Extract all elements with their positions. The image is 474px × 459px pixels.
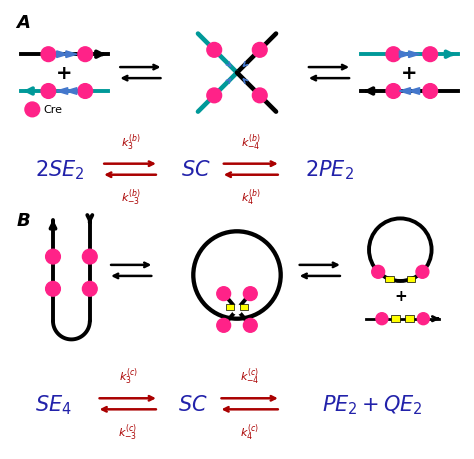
- Text: $PE_2+QE_2$: $PE_2+QE_2$: [322, 392, 423, 416]
- Circle shape: [253, 44, 267, 58]
- Circle shape: [25, 103, 40, 118]
- Polygon shape: [57, 89, 68, 95]
- Text: B: B: [16, 211, 30, 229]
- Circle shape: [244, 319, 257, 332]
- Polygon shape: [240, 304, 248, 311]
- Circle shape: [78, 84, 92, 99]
- Text: +: +: [394, 289, 407, 303]
- Circle shape: [46, 282, 60, 297]
- Circle shape: [217, 319, 230, 332]
- Text: A: A: [16, 14, 30, 32]
- Text: $SE_4$: $SE_4$: [35, 392, 72, 416]
- Circle shape: [46, 250, 60, 264]
- Text: +: +: [56, 64, 73, 83]
- Text: $2PE_2$: $2PE_2$: [304, 158, 354, 182]
- Circle shape: [41, 48, 56, 62]
- Text: $k_3^{(c)}$: $k_3^{(c)}$: [118, 366, 137, 386]
- Circle shape: [207, 89, 221, 103]
- Polygon shape: [85, 253, 94, 261]
- Circle shape: [207, 44, 221, 58]
- Text: $k_3^{(b)}$: $k_3^{(b)}$: [120, 132, 140, 152]
- Circle shape: [376, 313, 388, 325]
- Polygon shape: [66, 52, 77, 58]
- Polygon shape: [66, 89, 77, 95]
- Polygon shape: [385, 276, 394, 283]
- Polygon shape: [57, 52, 68, 58]
- Polygon shape: [48, 285, 58, 293]
- Polygon shape: [409, 89, 419, 95]
- Circle shape: [386, 48, 401, 62]
- Circle shape: [78, 48, 92, 62]
- Circle shape: [41, 84, 56, 99]
- Text: $2SE_2$: $2SE_2$: [35, 158, 85, 182]
- Circle shape: [253, 89, 267, 103]
- Circle shape: [423, 48, 438, 62]
- Polygon shape: [407, 276, 415, 283]
- Polygon shape: [226, 304, 234, 311]
- Circle shape: [82, 282, 97, 297]
- Polygon shape: [400, 89, 410, 95]
- Circle shape: [417, 313, 429, 325]
- Text: $k_{-3}^{(b)}$: $k_{-3}^{(b)}$: [120, 187, 140, 208]
- Circle shape: [372, 266, 384, 279]
- Circle shape: [423, 84, 438, 99]
- Text: $k_{-4}^{(b)}$: $k_{-4}^{(b)}$: [241, 132, 261, 152]
- Circle shape: [232, 305, 242, 314]
- Text: Cre: Cre: [43, 105, 62, 115]
- Polygon shape: [85, 285, 94, 293]
- Circle shape: [217, 287, 230, 301]
- Polygon shape: [400, 52, 410, 58]
- Circle shape: [244, 287, 257, 301]
- Text: $k_{-3}^{(c)}$: $k_{-3}^{(c)}$: [118, 421, 137, 442]
- Polygon shape: [405, 315, 414, 323]
- Text: $SC$: $SC$: [178, 394, 208, 414]
- Polygon shape: [391, 315, 401, 323]
- Polygon shape: [409, 52, 419, 58]
- Text: $k_4^{(c)}$: $k_4^{(c)}$: [240, 421, 259, 442]
- Text: +: +: [401, 64, 418, 83]
- Circle shape: [416, 266, 429, 279]
- Text: $k_{-4}^{(c)}$: $k_{-4}^{(c)}$: [240, 366, 260, 386]
- Circle shape: [386, 84, 401, 99]
- Text: $k_4^{(b)}$: $k_4^{(b)}$: [241, 187, 261, 208]
- Circle shape: [82, 250, 97, 264]
- Text: $SC$: $SC$: [181, 160, 210, 180]
- Polygon shape: [48, 253, 58, 261]
